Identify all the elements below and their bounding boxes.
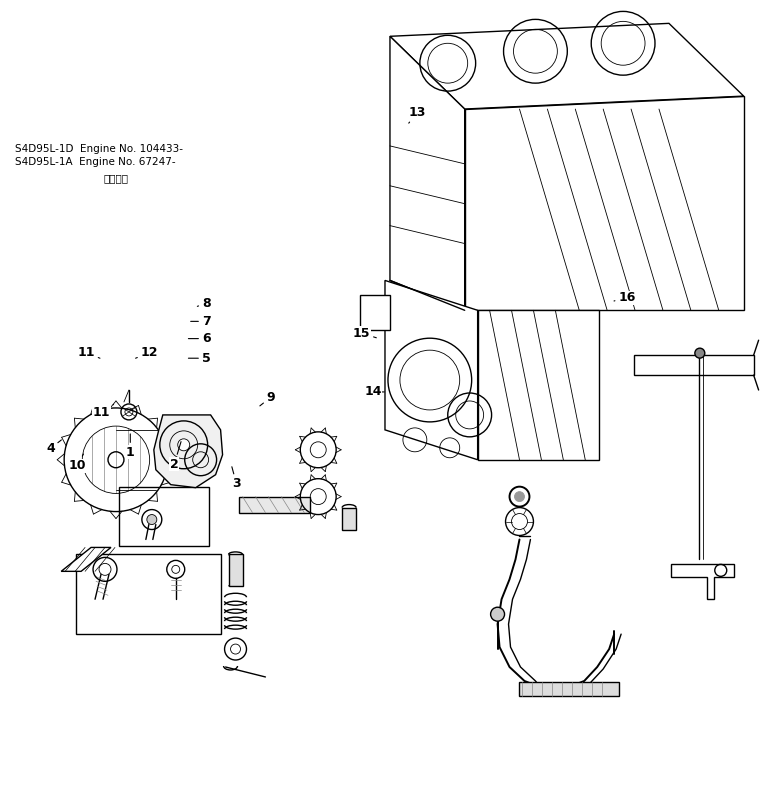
Text: 1: 1 [126, 434, 135, 459]
Circle shape [147, 515, 157, 524]
Text: 15: 15 [353, 327, 377, 340]
Bar [238, 497, 310, 512]
Text: 2: 2 [170, 442, 181, 471]
Polygon shape [385, 280, 478, 460]
Text: 7: 7 [191, 315, 211, 328]
Text: S4D95L-1D  Engine No. 104433-: S4D95L-1D Engine No. 104433- [15, 144, 183, 153]
Polygon shape [154, 415, 222, 488]
Polygon shape [360, 295, 390, 331]
Text: 11: 11 [78, 346, 100, 359]
Text: S4D95L-1A  Engine No. 67247-: S4D95L-1A Engine No. 67247- [15, 157, 176, 167]
Text: 4: 4 [46, 440, 62, 455]
Text: 16: 16 [614, 291, 635, 305]
Bar [342, 508, 356, 530]
Text: 12: 12 [135, 346, 158, 359]
Circle shape [491, 608, 505, 621]
Polygon shape [478, 310, 599, 460]
Bar [76, 554, 221, 634]
Circle shape [178, 439, 189, 451]
Text: 11: 11 [93, 405, 113, 419]
Circle shape [514, 492, 524, 501]
Bar [228, 554, 243, 586]
Polygon shape [465, 96, 743, 310]
Text: 8: 8 [197, 297, 211, 310]
Bar [520, 682, 619, 696]
Circle shape [695, 348, 705, 358]
Polygon shape [671, 564, 734, 599]
Text: 10: 10 [68, 454, 86, 472]
Text: 14: 14 [365, 386, 384, 398]
Text: 5: 5 [189, 352, 211, 364]
Text: 9: 9 [260, 391, 275, 406]
Text: 3: 3 [232, 467, 240, 490]
Polygon shape [390, 36, 465, 310]
Polygon shape [390, 24, 743, 109]
Text: 適用号視: 適用号視 [103, 173, 129, 183]
Polygon shape [61, 548, 111, 571]
Text: 6: 6 [189, 332, 211, 345]
Bar [119, 486, 209, 546]
Polygon shape [634, 355, 753, 375]
Text: 13: 13 [408, 106, 425, 123]
